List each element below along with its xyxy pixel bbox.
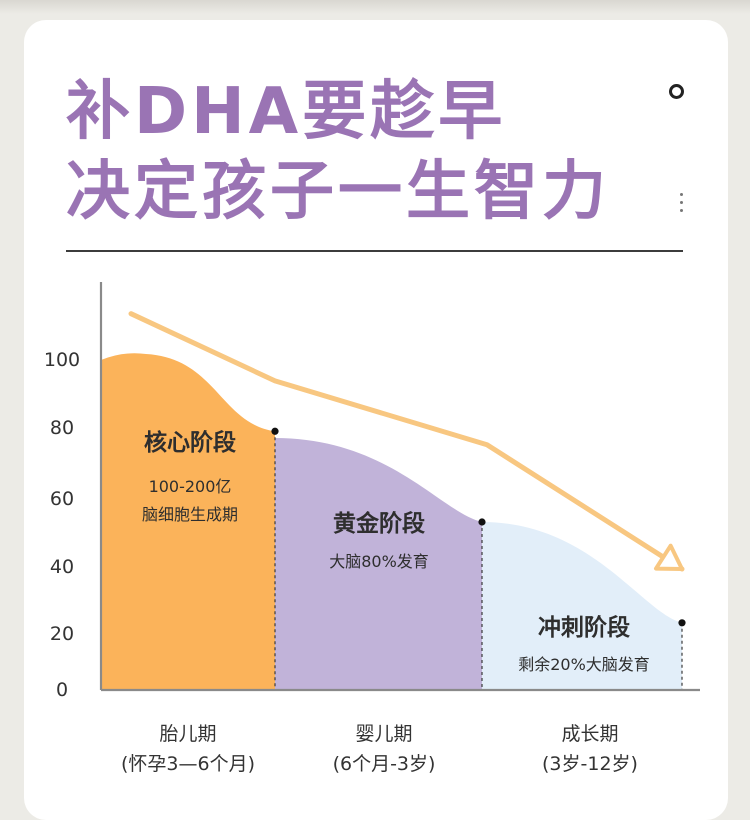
stage-end-dot [678, 619, 686, 627]
stage-3-desc-1: 剩余20%大脑发育 [518, 655, 650, 674]
trend-line [128, 311, 685, 572]
headline-line-2: 决定孩子一生智力 [66, 155, 610, 229]
stage-end-dot [271, 427, 279, 435]
x-category-label: 成长期 [561, 723, 619, 745]
trend-arrow-head [654, 543, 684, 572]
y-tick-label: 20 [49, 623, 75, 645]
stage-2-desc-1: 大脑80%发育 [329, 552, 429, 571]
stage-1-desc-1: 100-200亿 [148, 477, 232, 496]
top-banner-strip [0, 0, 750, 14]
ring-icon [669, 84, 684, 99]
stage-end-dot [478, 518, 486, 526]
stage-area-1 [101, 353, 275, 690]
stage-area-2 [275, 438, 482, 690]
stage-3-name: 冲刺阶段 [538, 615, 630, 641]
x-category-label: 婴儿期 [355, 723, 413, 745]
stage-area-3 [482, 522, 682, 690]
title-divider [66, 250, 683, 252]
y-tick-label: 40 [49, 556, 75, 578]
y-tick-label: 60 [49, 488, 75, 510]
vertical-dots-icon[interactable] [680, 193, 684, 217]
x-category-sublabel: (怀孕3—6个月) [120, 753, 255, 775]
stage-2-name: 黄金阶段 [333, 511, 425, 537]
stage-1-name: 核心阶段 [144, 430, 236, 456]
x-category-label: 胎儿期 [159, 723, 217, 745]
y-tick-label: 80 [49, 417, 75, 439]
y-tick-label: 100 [43, 349, 81, 371]
headline-line-1: 补DHA要趁早 [66, 75, 507, 149]
x-category-sublabel: (6个月-3岁) [332, 753, 436, 775]
y-tick-label: 0 [55, 679, 69, 701]
stage-1-desc-2: 脑细胞生成期 [141, 505, 238, 524]
x-category-sublabel: (3岁-12岁) [542, 753, 638, 775]
